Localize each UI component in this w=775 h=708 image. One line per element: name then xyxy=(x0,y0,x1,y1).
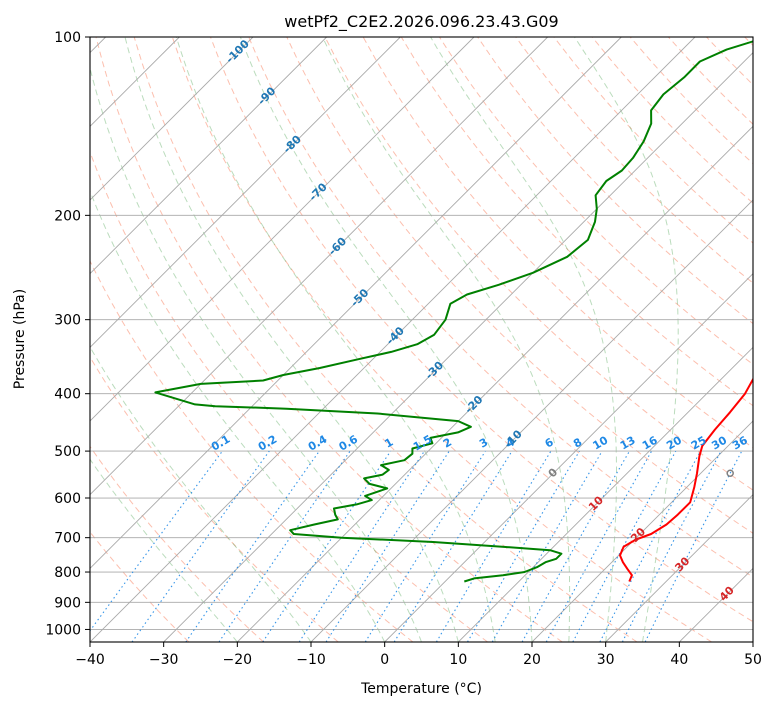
plot-area xyxy=(90,37,753,642)
y-tick-label: 800 xyxy=(54,565,81,581)
dry-adiabat xyxy=(210,37,753,623)
dry-adiabat xyxy=(324,37,753,491)
dry-adiabat xyxy=(133,37,638,642)
parcel-point xyxy=(726,469,734,478)
dry-adiabat xyxy=(171,37,712,642)
plot-frame xyxy=(89,36,754,643)
x-tick-label: 20 xyxy=(523,652,541,668)
mixing-ratio-line xyxy=(364,450,486,642)
y-tick-label: 500 xyxy=(54,444,81,460)
temperature-profile-line xyxy=(619,377,753,582)
y-tick-label: 300 xyxy=(54,313,81,329)
x-axis-label: Temperature (°C) xyxy=(360,681,482,697)
dry-adiabat xyxy=(95,37,563,642)
moist-adiabat xyxy=(574,37,679,642)
mixing-ratio-line xyxy=(467,450,580,642)
dry-adiabat xyxy=(90,259,414,642)
isotherm-line xyxy=(605,494,753,642)
mixing-ratio-line xyxy=(393,450,513,642)
isotherm-line xyxy=(90,37,327,275)
moist-adiabat xyxy=(430,37,617,642)
isotherm-line xyxy=(90,37,696,642)
isotherm-line xyxy=(90,37,475,422)
x-tick-label: 0 xyxy=(380,652,389,668)
x-tick-label: 40 xyxy=(670,652,688,668)
mixing-ratio-line xyxy=(325,450,450,642)
mixing-ratio-line xyxy=(599,450,701,642)
dry-adiabat xyxy=(286,37,753,534)
x-tick-label: 50 xyxy=(744,652,762,668)
y-tick-label: 400 xyxy=(54,387,81,403)
x-tick-label: 30 xyxy=(597,652,615,668)
y-tick-label: 600 xyxy=(54,491,81,507)
mixing-ratio-line xyxy=(572,450,677,642)
isotherm-line xyxy=(90,37,254,201)
y-tick-label: 200 xyxy=(54,208,81,224)
mixing-ratio-line xyxy=(298,450,425,642)
isotherm-line xyxy=(163,52,753,642)
x-tick-label: −30 xyxy=(149,652,179,668)
dry-adiabat xyxy=(90,445,264,642)
isotherm-line xyxy=(90,37,548,496)
y-axis-label: Pressure (hPa) xyxy=(12,289,28,389)
isotherm-line xyxy=(458,346,753,642)
dewpoint-profile-line xyxy=(154,40,753,583)
moist-adiabat xyxy=(90,458,238,642)
moist-adiabat xyxy=(90,189,386,642)
x-tick-label: −40 xyxy=(75,652,105,668)
y-tick-label: 100 xyxy=(54,30,81,46)
mixing-ratio-line xyxy=(218,450,351,642)
y-tick-label: 1000 xyxy=(45,622,81,638)
isotherm-line xyxy=(384,273,753,642)
isotherm-line xyxy=(237,125,753,642)
chart-title: wetPf2_C2E2.2026.096.23.43.G09 xyxy=(284,12,558,32)
isotherm-line xyxy=(90,37,401,348)
y-tick-label: 900 xyxy=(54,595,81,611)
dry-adiabat xyxy=(248,37,753,578)
x-tick-label: −10 xyxy=(296,652,326,668)
moist-adiabat xyxy=(175,37,496,642)
moist-adiabat xyxy=(322,37,571,642)
isotherm-line xyxy=(90,37,622,569)
dry-adiabat xyxy=(515,37,753,284)
moist-adiabat xyxy=(239,37,533,642)
moist-adiabat xyxy=(90,65,422,642)
mixing-ratio-line xyxy=(262,450,392,642)
x-tick-label: 10 xyxy=(449,652,467,668)
y-tick-label: 700 xyxy=(54,531,81,547)
x-tick-label: −20 xyxy=(223,652,253,668)
mixing-ratio-line xyxy=(435,450,552,642)
mixing-ratio-line xyxy=(185,450,320,642)
